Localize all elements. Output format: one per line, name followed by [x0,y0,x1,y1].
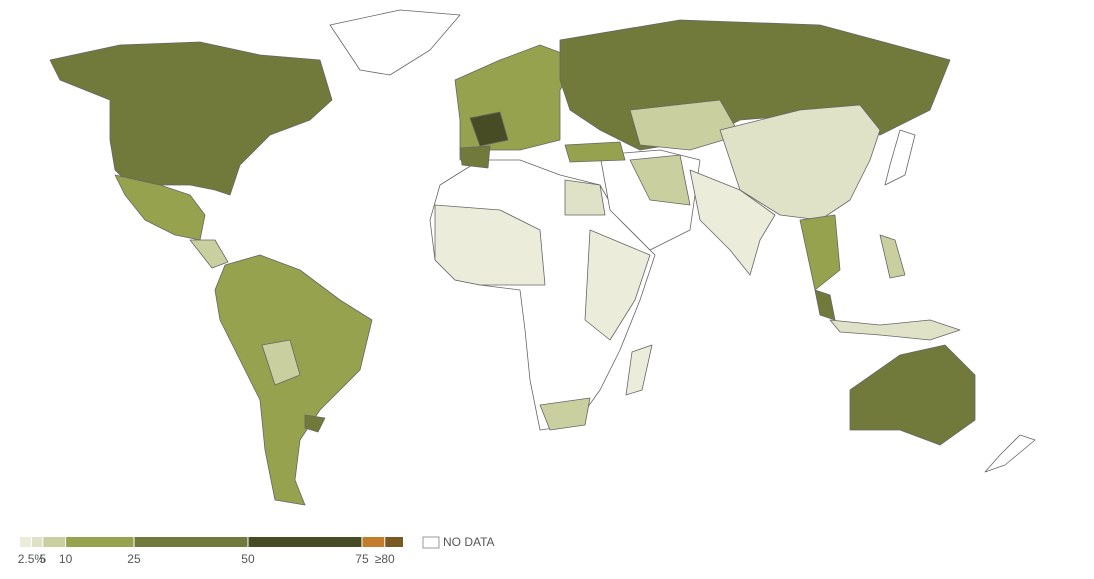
iran [629,154,691,206]
malaysia [814,289,836,321]
australia [849,344,976,446]
central-america [189,239,229,269]
legend-tick-label: 5 [39,552,46,566]
turkey [564,141,626,163]
legend-bin [133,537,248,547]
no-data-swatch [422,536,440,549]
legend-bin [20,537,32,547]
greenland [329,9,461,76]
legend-bin [31,537,43,547]
egypt [564,179,606,216]
legend-tick-label: 2.5% [18,552,46,566]
legend-tick-label: 25 [127,552,141,566]
southeast-asia [799,214,841,291]
legend-tick-label: 50 [241,552,255,566]
north-america [49,41,333,196]
china [719,104,881,221]
japan [884,129,916,186]
legend-bin [247,537,362,547]
legend-bin [361,537,385,547]
countries [49,9,1036,506]
legend-bin [384,537,403,547]
india [689,169,776,276]
south-america [214,254,373,506]
south-africa [539,397,591,431]
iberia [459,145,491,169]
legend-tick-label: ≥80 [375,552,395,566]
new-zealand [984,434,1036,473]
bolivia [261,339,301,386]
no-data-label: NO DATA [443,535,495,549]
legend-tick-label: 10 [59,552,73,566]
legend-bin [65,537,134,547]
legend-tick-label: 75 [355,552,369,566]
legend-bin [42,537,66,547]
indonesia [829,319,961,341]
legend: NO DATA 2.5%5 10 25 50 75 ≥80 [18,535,495,566]
philippines [879,234,906,279]
west-africa [434,204,546,286]
east-africa [584,229,651,341]
madagascar [625,344,653,396]
uruguay [304,414,326,433]
france [469,111,509,147]
kazakhstan [629,99,741,151]
